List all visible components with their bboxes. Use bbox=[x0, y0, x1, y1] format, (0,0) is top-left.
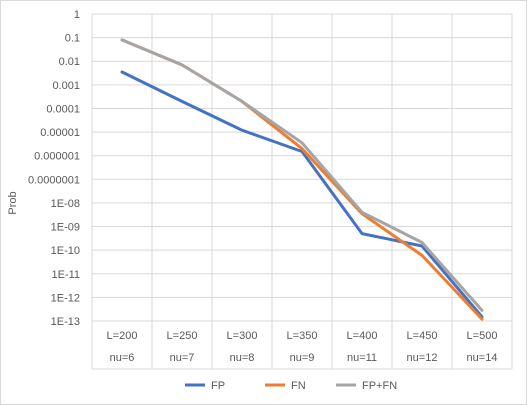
y-tick-label: 1E-08 bbox=[51, 198, 80, 210]
y-axis-tick-labels: 1E-13 1E-12 1E-11 1E-10 1E-09 1E-08 0.0000001 0… bbox=[28, 9, 80, 328]
x-tick-label: L=400 bbox=[347, 330, 378, 342]
series-line-fp-fn bbox=[120, 38, 484, 312]
y-axis-title: Prob bbox=[7, 191, 19, 214]
y-tick-label: 0.0001 bbox=[46, 103, 80, 115]
y-tick-label: 1E-11 bbox=[51, 269, 80, 281]
series-line-fp bbox=[120, 70, 484, 319]
y-tick-label: 0.00001 bbox=[40, 127, 80, 139]
y-tick-label: 1E-09 bbox=[51, 222, 80, 234]
gridlines bbox=[91, 13, 513, 369]
y-tick-label: 0.001 bbox=[52, 80, 80, 92]
y-tick-label: 1 bbox=[74, 9, 80, 21]
x-tick-sublabel: nu=12 bbox=[407, 352, 438, 364]
x-tick-label: L=250 bbox=[167, 330, 198, 342]
x-tick-sublabel: nu=8 bbox=[230, 352, 255, 364]
legend-label: FP bbox=[211, 380, 225, 392]
x-tick-sublabel: nu=6 bbox=[110, 352, 135, 364]
x-tick-label: L=200 bbox=[107, 330, 138, 342]
x-tick-label: L=450 bbox=[407, 330, 438, 342]
series-lines bbox=[120, 38, 484, 321]
x-tick-label: L=500 bbox=[467, 330, 498, 342]
legend: FP FN FP+FN bbox=[185, 380, 397, 392]
x-tick-sublabel: nu=14 bbox=[467, 352, 498, 364]
y-tick-label: 0.1 bbox=[65, 33, 80, 45]
x-tick-label: L=300 bbox=[227, 330, 258, 342]
y-tick-label: 0.000001 bbox=[34, 151, 80, 163]
y-tick-label: 0.0000001 bbox=[28, 174, 80, 186]
y-tick-label: 1E-13 bbox=[51, 316, 80, 328]
x-tick-sublabel: nu=9 bbox=[290, 352, 315, 364]
x-tick-sublabel: nu=7 bbox=[170, 352, 195, 364]
x-tick-label: L=350 bbox=[287, 330, 318, 342]
category-axis-table: L=200 nu=6 L=250 nu=7 L=300 nu=8 L=350 nu=9 L=40… bbox=[92, 330, 512, 370]
y-tick-label: 1E-10 bbox=[51, 245, 80, 257]
legend-label: FN bbox=[291, 380, 306, 392]
legend-label: FP+FN bbox=[362, 380, 397, 392]
y-tick-label: 1E-12 bbox=[51, 292, 80, 304]
y-tick-label: 0.01 bbox=[59, 56, 80, 68]
x-tick-sublabel: nu=11 bbox=[347, 352, 377, 364]
